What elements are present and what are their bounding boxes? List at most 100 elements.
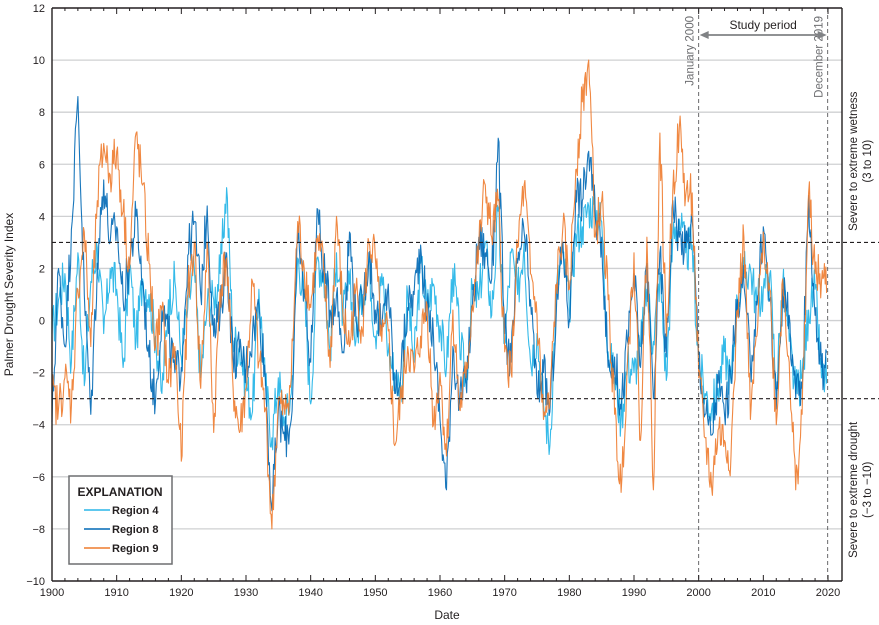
legend-label-region-8: Region 8 [112, 524, 158, 536]
data-point-region-4 [84, 385, 85, 386]
data-point-region-8 [375, 310, 376, 311]
data-point-region-4 [433, 283, 434, 284]
data-point-region-4 [297, 257, 298, 258]
wetness-range: (3 to 10) [862, 140, 874, 183]
data-point-region-8 [711, 435, 712, 436]
data-point-region-8 [569, 320, 570, 321]
x-tick-label: 2010 [751, 587, 775, 599]
data-point-region-9 [103, 143, 104, 144]
legend-label-region-9: Region 9 [112, 543, 158, 555]
data-point-region-4 [750, 268, 751, 269]
data-point-region-9 [232, 388, 233, 389]
data-point-region-9 [575, 169, 576, 170]
data-point-region-9 [692, 192, 693, 193]
data-point-region-8 [789, 315, 790, 316]
data-point-region-9 [588, 59, 589, 60]
data-point-region-9 [478, 247, 479, 248]
data-point-region-8 [737, 299, 738, 300]
data-point-region-4 [291, 393, 292, 394]
data-point-region-4 [142, 278, 143, 279]
data-point-region-8 [362, 304, 363, 305]
y-tick-label: 4 [39, 211, 45, 223]
data-point-region-4 [582, 226, 583, 227]
data-point-region-8 [750, 367, 751, 368]
data-point-region-9 [123, 211, 124, 212]
data-point-region-4 [666, 380, 667, 381]
drought-range: (−3 to −10) [862, 462, 874, 518]
data-point-region-9 [459, 409, 460, 410]
data-point-region-9 [666, 336, 667, 337]
data-point-region-4 [620, 419, 621, 420]
data-point-region-8 [232, 359, 233, 360]
data-point-region-8 [226, 252, 227, 253]
data-point-region-9 [608, 299, 609, 300]
data-point-region-9 [142, 185, 143, 186]
data-point-region-8 [523, 231, 524, 232]
data-point-region-4 [814, 289, 815, 290]
data-point-region-4 [181, 356, 182, 357]
data-point-region-4 [310, 403, 311, 404]
y-tick-label: 8 [39, 107, 45, 119]
data-point-region-8 [763, 226, 764, 227]
data-point-region-8 [77, 96, 78, 97]
data-point-region-4 [252, 411, 253, 412]
data-point-region-8 [756, 304, 757, 305]
data-point-region-9 [355, 289, 356, 290]
data-point-region-4 [336, 252, 337, 253]
data-point-region-9 [420, 336, 421, 337]
data-point-region-8 [601, 237, 602, 238]
data-point-region-9 [349, 346, 350, 347]
data-point-region-8 [388, 283, 389, 284]
data-point-region-8 [414, 294, 415, 295]
data-point-region-4 [478, 299, 479, 300]
data-point-region-4 [439, 325, 440, 326]
data-point-region-9 [414, 372, 415, 373]
data-point-region-8 [239, 351, 240, 352]
data-point-region-4 [220, 273, 221, 274]
data-point-region-9 [730, 455, 731, 456]
y-tick-label: 10 [33, 55, 45, 67]
x-tick-label: 1970 [492, 587, 516, 599]
data-point-region-9 [90, 346, 91, 347]
data-point-region-8 [814, 315, 815, 316]
data-point-region-9 [776, 424, 777, 425]
data-point-region-8 [155, 401, 156, 402]
data-point-region-9 [821, 281, 822, 282]
data-point-region-8 [342, 351, 343, 352]
data-point-region-9 [433, 424, 434, 425]
data-point-region-8 [252, 333, 253, 334]
data-point-region-8 [349, 231, 350, 232]
data-point-region-9 [511, 372, 512, 373]
data-point-region-4 [226, 187, 227, 188]
data-point-region-8 [265, 377, 266, 378]
data-point-region-4 [71, 362, 72, 363]
data-point-region-9 [446, 455, 447, 456]
data-point-region-8 [543, 372, 544, 373]
data-point-region-9 [64, 377, 65, 378]
data-point-region-8 [194, 221, 195, 222]
data-point-region-9 [226, 257, 227, 258]
data-point-region-4 [769, 273, 770, 274]
data-point-region-4 [446, 367, 447, 368]
data-point-region-9 [646, 237, 647, 238]
data-point-region-9 [174, 346, 175, 347]
data-point-region-9 [491, 237, 492, 238]
y-tick-label: 2 [39, 263, 45, 275]
data-point-region-8 [71, 229, 72, 230]
data-point-region-8 [58, 268, 59, 269]
data-point-region-9 [601, 200, 602, 201]
data-point-region-4 [491, 315, 492, 316]
data-point-region-9 [814, 273, 815, 274]
data-point-region-8 [220, 315, 221, 316]
gridlines [52, 59, 842, 530]
data-point-region-8 [446, 489, 447, 490]
data-point-region-4 [388, 351, 389, 352]
y-tick-label: −2 [32, 368, 45, 380]
data-point-region-4 [278, 377, 279, 378]
data-point-region-8 [394, 393, 395, 394]
data-point-region-4 [148, 294, 149, 295]
data-point-region-9 [549, 403, 550, 404]
data-point-region-8 [595, 216, 596, 217]
data-point-region-8 [705, 414, 706, 415]
